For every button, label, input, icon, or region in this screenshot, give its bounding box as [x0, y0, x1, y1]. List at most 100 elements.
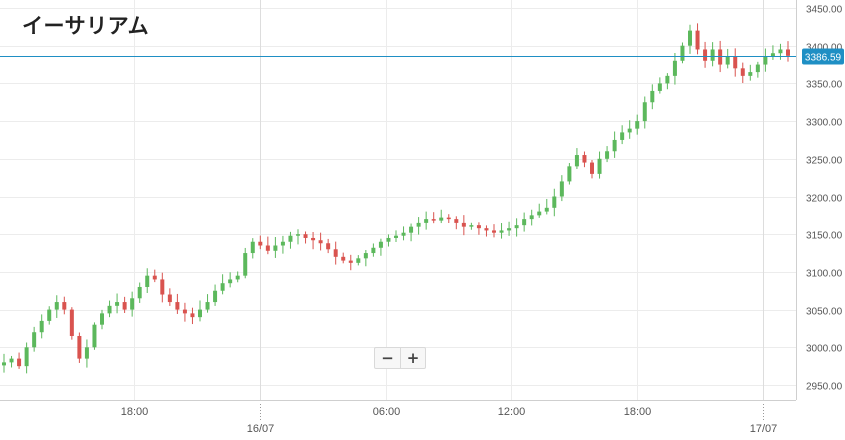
candle-body-down — [17, 358, 22, 367]
candle — [333, 241, 338, 265]
candle — [725, 48, 730, 69]
candle-body-up — [597, 158, 602, 174]
candle — [537, 203, 542, 218]
candle-body-up — [394, 235, 398, 238]
candle-body-up — [416, 222, 421, 227]
candle-body-down — [303, 234, 308, 238]
y-tick-label: 3050.00 — [806, 307, 843, 318]
candles — [2, 23, 790, 374]
candle — [39, 314, 44, 339]
candle-body-down — [341, 256, 346, 261]
candle — [657, 77, 662, 94]
candle-body-up — [507, 228, 512, 231]
candle-body-up — [657, 83, 662, 91]
candle — [559, 175, 564, 202]
candle — [710, 42, 715, 67]
candle-body-up — [280, 241, 285, 246]
y-tick-label: 3000.00 — [806, 344, 843, 355]
candle — [371, 243, 376, 257]
candle-body-down — [695, 30, 700, 50]
candle-body-up — [213, 290, 218, 303]
candle-body-up — [24, 347, 29, 367]
candle-body-down — [476, 225, 481, 229]
candle — [100, 309, 104, 330]
candle — [439, 209, 444, 224]
candle — [597, 151, 602, 179]
candle-body-up — [243, 253, 248, 276]
candle-body-down — [484, 228, 489, 231]
last-price-badge — [802, 48, 844, 65]
candle-body-up — [680, 45, 685, 61]
candle — [680, 42, 685, 64]
y-tick-label: 3250.00 — [806, 156, 843, 167]
candle — [688, 24, 692, 54]
candle-body-down — [190, 313, 195, 318]
candle-body-down — [333, 249, 338, 257]
candle — [612, 131, 617, 158]
candle — [311, 231, 316, 250]
candle — [273, 237, 278, 258]
candle-body-up — [235, 275, 240, 280]
candle — [235, 271, 240, 283]
candle-body-down — [348, 260, 353, 263]
x-day-label: 17/07 — [750, 423, 778, 435]
x-tick-label: 18:00 — [121, 406, 149, 418]
candle — [529, 209, 534, 226]
candle-body-up — [145, 275, 150, 287]
candle-body-down — [431, 219, 436, 221]
candle — [107, 300, 112, 318]
candle — [288, 231, 293, 249]
candle — [650, 84, 655, 110]
candle — [77, 332, 82, 363]
candle — [454, 216, 459, 230]
candle — [152, 269, 157, 283]
candle — [424, 211, 429, 230]
candle — [748, 64, 753, 81]
candle-body-up — [2, 362, 6, 366]
candle-body-up — [250, 241, 255, 254]
candle-body-up — [137, 286, 142, 299]
chart-title: イーサリアム — [22, 15, 150, 38]
zoom-out-button[interactable]: − — [375, 348, 400, 368]
candle-body-down — [160, 279, 165, 295]
candle-body-up — [100, 313, 104, 325]
candle — [145, 268, 150, 293]
candle-body-up — [514, 225, 519, 229]
candle-body-up — [688, 30, 692, 46]
candle-body-up — [529, 215, 534, 220]
candle-body-up — [499, 230, 504, 233]
candle — [492, 224, 496, 238]
candle — [642, 96, 647, 129]
candle — [567, 163, 572, 185]
candle — [130, 291, 135, 317]
candle — [213, 284, 218, 306]
candle — [47, 306, 52, 325]
x-tick-label: 06:00 — [373, 406, 401, 418]
candle — [348, 254, 353, 271]
candle — [574, 148, 579, 169]
candle-body-down — [167, 294, 172, 303]
candle-body-down — [258, 241, 263, 246]
candle-body-up — [47, 309, 52, 321]
candle — [160, 272, 165, 303]
candle-body-up — [54, 302, 59, 310]
candle-body-up — [605, 151, 610, 159]
candle — [507, 221, 512, 236]
candle — [69, 307, 74, 340]
y-tick-label: 3300.00 — [806, 118, 843, 129]
candle — [243, 247, 248, 279]
candle-body-up — [627, 128, 632, 133]
candle — [605, 146, 610, 163]
candle — [2, 353, 6, 373]
candle-body-up — [228, 279, 233, 284]
candle — [620, 125, 625, 145]
candle-body-down — [326, 243, 331, 250]
candle-body-down — [733, 57, 738, 69]
x-tick-label: 12:00 — [498, 406, 526, 418]
zoom-in-button[interactable]: + — [400, 348, 425, 368]
y-tick-label: 3350.00 — [806, 80, 843, 91]
candle-body-up — [296, 234, 300, 236]
candle-body-up — [665, 75, 670, 84]
candle-body-down — [182, 309, 187, 314]
